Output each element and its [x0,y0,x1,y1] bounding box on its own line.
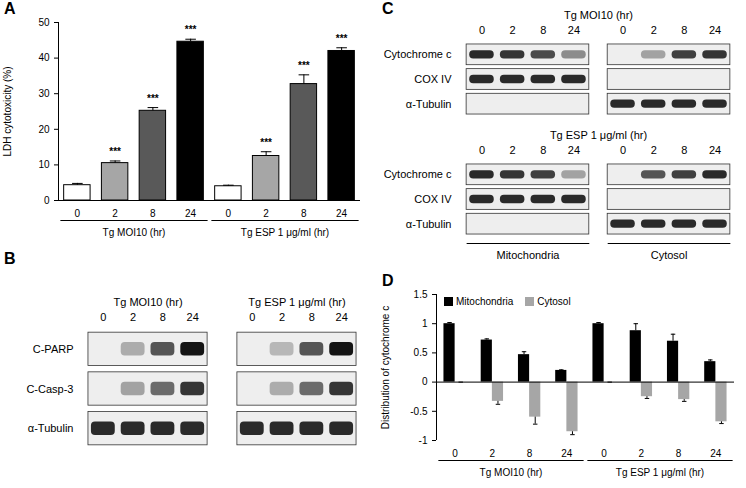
svg-text:Tg ESP 1 μg/ml (hr): Tg ESP 1 μg/ml (hr) [241,227,329,238]
svg-text:2: 2 [279,310,285,322]
svg-text:8: 8 [309,310,315,322]
svg-text:24: 24 [336,208,348,219]
svg-text:8: 8 [681,144,687,156]
svg-text:0: 0 [249,310,255,322]
svg-text:COX IV: COX IV [414,73,452,85]
svg-text:24: 24 [568,144,580,156]
svg-text:40: 40 [38,52,50,63]
svg-text:***: *** [260,137,272,148]
svg-text:8: 8 [150,208,156,219]
svg-text:Distribution of cytochrome c: Distribution of cytochrome c [380,306,391,429]
html-text:C: C [382,0,394,17]
svg-text:8: 8 [681,24,687,36]
svg-text:0: 0 [226,208,232,219]
svg-text:2: 2 [112,208,118,219]
svg-text:-0.5: -0.5 [410,406,428,417]
html-text:Cytosol: Cytosol [537,296,571,307]
svg-text:24: 24 [185,208,197,219]
html-text:D: D [382,272,394,289]
svg-text:0: 0 [620,24,626,36]
svg-text:0: 0 [422,376,428,387]
svg-text:Tg MOI10 (hr): Tg MOI10 (hr) [113,296,182,308]
svg-text:2: 2 [510,24,516,36]
svg-text:Tg ESP 1 μg/ml (hr): Tg ESP 1 μg/ml (hr) [616,467,704,478]
svg-text:COX IV: COX IV [414,193,452,205]
svg-text:1.5: 1.5 [414,289,428,300]
svg-text:2: 2 [651,144,657,156]
svg-text:24: 24 [187,310,199,322]
svg-text:0: 0 [452,448,458,459]
svg-text:8: 8 [540,144,546,156]
svg-text:C-PARP: C-PARP [33,342,74,354]
svg-text:50: 50 [38,17,50,28]
svg-text:2: 2 [651,24,657,36]
svg-text:24: 24 [561,448,573,459]
svg-text:2: 2 [510,144,516,156]
svg-text:***: *** [185,24,197,35]
svg-text:***: *** [109,146,121,157]
svg-text:Cytochrome c: Cytochrome c [384,168,452,180]
svg-text:Tg MOI10 (hr): Tg MOI10 (hr) [480,467,543,478]
svg-text:24: 24 [709,144,721,156]
svg-text:2: 2 [130,310,136,322]
svg-text:30: 30 [38,88,50,99]
html-text:A: A [4,0,16,17]
svg-text:2: 2 [490,448,496,459]
svg-text:Tg ESP 1 μg/ml (hr): Tg ESP 1 μg/ml (hr) [550,129,647,141]
svg-text:0: 0 [620,144,626,156]
svg-text:0: 0 [75,208,81,219]
svg-text:α-Tubulin: α-Tubulin [406,98,452,110]
svg-text:Mitochondria: Mitochondria [496,249,560,261]
svg-text:LDH cytotoxicity (%): LDH cytotoxicity (%) [2,66,13,156]
svg-text:1: 1 [422,318,428,329]
svg-text:Cytosol: Cytosol [651,249,688,261]
svg-text:α-Tubulin: α-Tubulin [406,218,452,230]
svg-text:α-Tubulin: α-Tubulin [28,422,74,434]
svg-text:Tg ESP 1 μg/ml (hr): Tg ESP 1 μg/ml (hr) [248,296,345,308]
svg-text:24: 24 [568,24,580,36]
svg-text:0: 0 [601,448,607,459]
svg-text:Tg MOI10 (hr): Tg MOI10 (hr) [103,227,166,238]
svg-text:C-Casp-3: C-Casp-3 [26,382,73,394]
svg-text:***: *** [147,93,159,104]
svg-text:***: *** [298,60,310,71]
svg-text:Cytochrome c: Cytochrome c [384,48,452,60]
svg-text:8: 8 [527,448,533,459]
svg-text:0: 0 [479,24,485,36]
svg-text:0: 0 [479,144,485,156]
svg-text:0: 0 [100,310,106,322]
svg-text:24: 24 [709,24,721,36]
html-text:B: B [4,250,16,267]
svg-text:-1: -1 [419,435,428,446]
svg-text:Tg MOI10 (hr): Tg MOI10 (hr) [564,9,633,21]
html-text:Mitochondria: Mitochondria [456,296,514,307]
svg-text:0: 0 [44,195,50,206]
svg-text:2: 2 [639,448,645,459]
svg-text:0.5: 0.5 [414,347,428,358]
svg-text:2: 2 [263,208,269,219]
svg-text:24: 24 [336,310,348,322]
svg-text:8: 8 [160,310,166,322]
svg-text:8: 8 [301,208,307,219]
svg-text:20: 20 [38,124,50,135]
svg-text:10: 10 [38,159,50,170]
svg-text:8: 8 [676,448,682,459]
svg-text:8: 8 [540,24,546,36]
svg-text:***: *** [336,33,348,44]
svg-text:24: 24 [710,448,722,459]
